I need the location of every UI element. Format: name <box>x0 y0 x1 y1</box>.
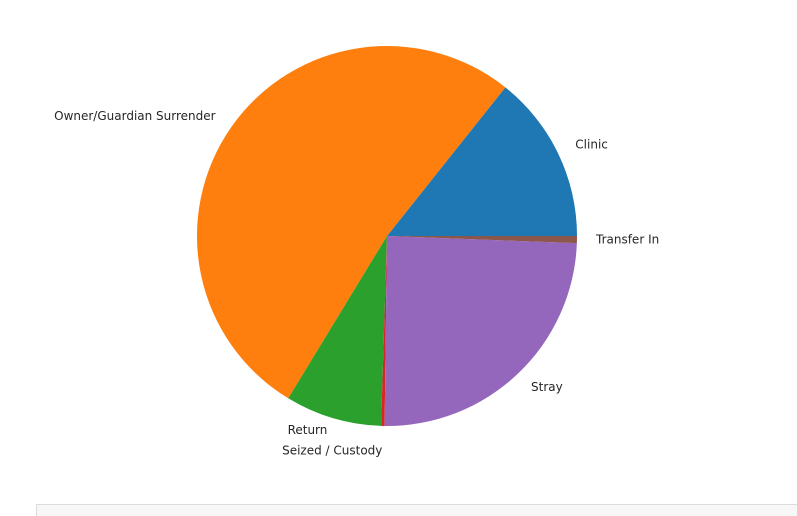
pie-slice-transfer-in <box>387 236 577 244</box>
pie-slice-stray <box>384 236 577 426</box>
pie-label-return: Return <box>288 423 328 437</box>
pie-label-owner-guardian-surrender: Owner/Guardian Surrender <box>54 109 216 123</box>
pie-label-seized-custody: Seized / Custody <box>282 443 382 457</box>
pie-slice-owner-guardian-surrender <box>196 45 506 399</box>
pie-chart: Clinic Owner/Guardian Surrender Return Seiz… <box>54 45 659 457</box>
pie-slice-clinic <box>387 87 577 236</box>
pie-label-transfer-in: Transfer In <box>595 232 659 246</box>
pie-label-clinic: Clinic <box>575 138 608 152</box>
pie-slice-seized-custody <box>381 236 387 426</box>
next-notebook-cell[interactable] <box>36 504 797 516</box>
pie-label-stray: Stray <box>531 380 563 394</box>
pie-slice-return <box>288 236 387 426</box>
